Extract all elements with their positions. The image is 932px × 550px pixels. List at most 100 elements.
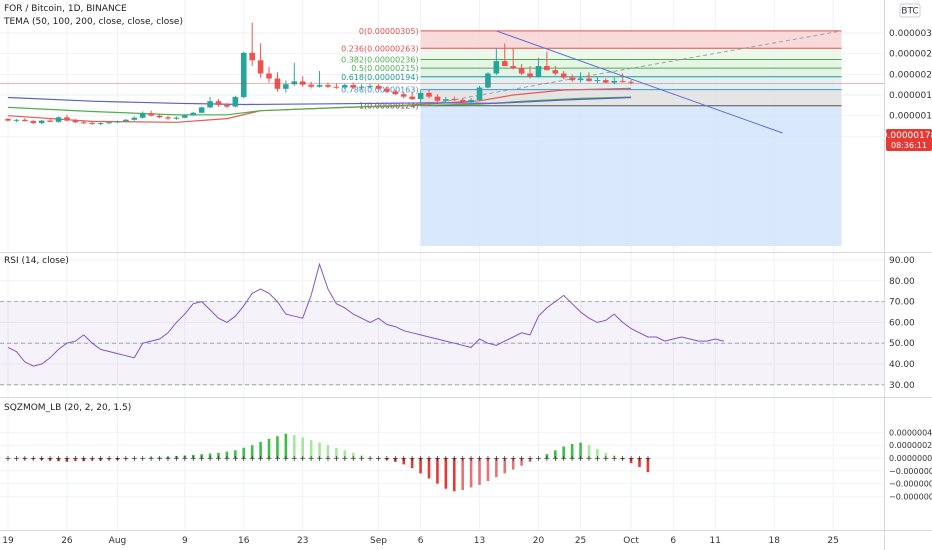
squeeze-dot: + (451, 454, 458, 463)
symbol-legend[interactable]: FOR / Bitcoin, 1D, BINANCE (4, 4, 127, 14)
current-price-label: 0.00000178 (882, 131, 932, 141)
candle-body (190, 112, 197, 116)
squeeze-dot: + (224, 454, 231, 463)
squeeze-dot: + (240, 454, 247, 463)
squeeze-dot: + (434, 454, 441, 463)
squeeze-dot: + (459, 454, 466, 463)
price-tick-label: 0.00000150 (889, 91, 932, 101)
trend-line[interactable] (496, 30, 783, 134)
candle-body (594, 80, 601, 82)
squeeze-dot: + (409, 454, 416, 463)
candle-body (156, 115, 163, 118)
trend-line-segment (496, 30, 783, 134)
time-tick-label: 19 (2, 536, 14, 546)
squeeze-dot: + (266, 454, 273, 463)
squeeze-dot: + (350, 454, 357, 463)
candle-body (80, 122, 87, 124)
candle-body (400, 94, 407, 97)
candle-body (501, 61, 508, 67)
tema-lines (7, 87, 632, 123)
currency-badge[interactable] (899, 3, 921, 18)
time-tick-label: Aug (109, 536, 127, 546)
candle-body (266, 73, 272, 79)
fib-zone-2 (420, 59, 842, 69)
rsi-tick-label: 90.00 (889, 256, 915, 266)
squeeze-dot: + (501, 454, 508, 463)
squeeze-dot: + (257, 454, 264, 463)
candle-body (434, 96, 441, 101)
fib-zone-0 (420, 30, 842, 49)
candle-body (544, 66, 550, 71)
fib-label-4: 0.618(0.00000194) (341, 73, 419, 82)
candle-body (38, 120, 45, 124)
time-tick-label: Oct (623, 536, 639, 546)
candle-body (215, 101, 222, 105)
candle-body (552, 70, 559, 74)
rsi-legend[interactable]: RSI (14, close) (4, 256, 69, 266)
squeeze-dot: + (72, 454, 79, 463)
time-tick-label: 25 (575, 536, 586, 546)
squeeze-dot: + (30, 454, 37, 463)
squeeze-dot: + (485, 454, 492, 463)
squeeze-dot: + (535, 454, 542, 463)
squeeze-dot: + (527, 454, 534, 463)
candle-body (342, 85, 348, 88)
sqzmom-tick-label: 0.00000000 (889, 454, 932, 463)
price-scale[interactable]: 0.00000300 0.00000250 0.00000200 0.00000150… (889, 29, 932, 501)
candle-body (527, 73, 533, 77)
squeeze-dot: + (5, 454, 12, 463)
candle-body (308, 84, 314, 87)
candle-body (316, 85, 323, 87)
squeeze-dot: + (165, 454, 172, 463)
squeeze-dot: + (89, 454, 96, 463)
candle-body (13, 119, 20, 121)
candle-body (443, 99, 449, 101)
squeeze-dot: + (198, 454, 205, 463)
squeeze-dot: + (274, 454, 281, 463)
squeeze-dot: + (148, 454, 155, 463)
squeeze-dot: + (384, 454, 391, 463)
squeeze-dot: + (38, 454, 45, 463)
candle-body (182, 115, 188, 118)
candle-body (518, 68, 525, 74)
squeeze-dot: + (131, 454, 138, 463)
candle-body (64, 117, 70, 121)
time-tick-label: 6 (670, 536, 676, 546)
candle-body (451, 99, 458, 101)
candle-body (628, 81, 634, 83)
squeeze-dot: + (560, 454, 567, 463)
countdown-label: 08:36:11 (891, 141, 927, 150)
squeeze-dot: + (308, 454, 315, 463)
candle-body (510, 66, 516, 69)
fib-label-1: 0.236(0.00000263) (341, 44, 419, 53)
candle-body (30, 121, 37, 124)
tema-legend[interactable]: TEMA (50, 100, 200, close, close, close) (3, 17, 183, 27)
squeeze-dot: + (367, 454, 374, 463)
squeeze-dot: + (283, 454, 290, 463)
squeeze-dot: + (156, 454, 163, 463)
time-tick-label: Sep (370, 536, 387, 546)
candle-body (358, 86, 365, 88)
time-tick-label: 20 (533, 536, 545, 546)
candle-body (384, 88, 390, 92)
squeeze-dot: + (47, 454, 54, 463)
squeeze-dot: + (64, 454, 71, 463)
time-tick-label: 26 (61, 536, 73, 546)
squeeze-dot: + (611, 454, 618, 463)
candle-body (207, 101, 213, 108)
squeeze-dot: + (114, 454, 121, 463)
squeeze-dot: + (55, 454, 62, 463)
squeeze-dot: + (358, 454, 365, 463)
time-tick-label: 25 (827, 536, 838, 546)
candle-body (333, 86, 340, 88)
candle-body (55, 117, 62, 122)
fib-diagonal (420, 30, 842, 107)
sqzmom-legend[interactable]: SQZMOM_LB (20, 2, 20, 1.5) (4, 403, 131, 413)
squeeze-dot: + (249, 454, 256, 463)
candle-body (198, 107, 205, 113)
squeeze-dot: + (375, 454, 382, 463)
time-scale[interactable]: 19 26 Aug 9 16 23 Sep 6 13 20 25 Oct 6 11 18 25 (2, 536, 839, 546)
